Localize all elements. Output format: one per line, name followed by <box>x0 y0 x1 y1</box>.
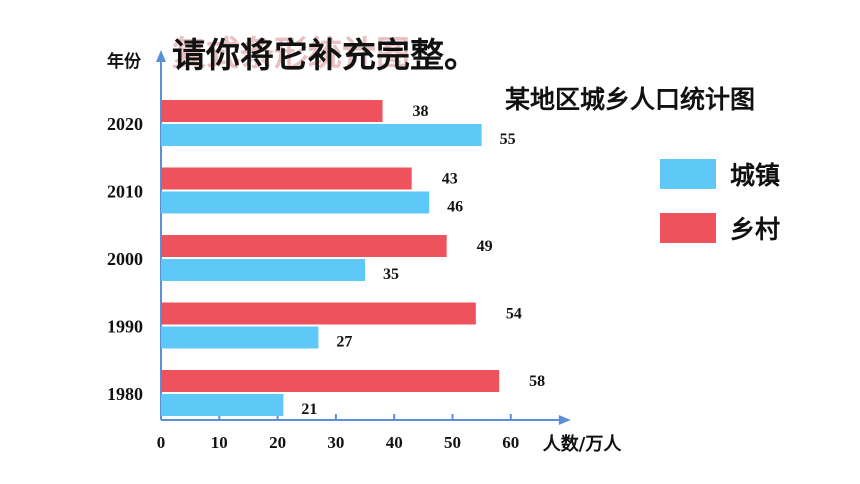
data-label-town: 27 <box>336 334 352 351</box>
x-axis-label: 人数/万人 <box>543 433 623 455</box>
data-label-rural: 43 <box>442 171 458 188</box>
data-label-town: 55 <box>500 131 516 148</box>
x-axis-arrow <box>558 415 571 425</box>
x-tick-label: 30 <box>327 433 344 452</box>
x-tick-label: 60 <box>502 433 519 452</box>
x-tick-label: 20 <box>269 433 286 452</box>
chart-title: 某地区城乡人口统计图 <box>505 85 756 114</box>
bar-town <box>161 191 430 214</box>
legend: 城镇 乡村 <box>660 158 780 266</box>
category-label: 1990 <box>107 317 143 337</box>
bar-town <box>161 259 366 281</box>
x-tick-label: 0 <box>157 433 166 452</box>
legend-swatch-rural <box>660 213 716 243</box>
data-label-town: 21 <box>301 401 317 418</box>
bar-rural <box>161 235 447 257</box>
data-label-rural: 54 <box>506 306 522 323</box>
category-label: 1980 <box>107 384 143 404</box>
data-label-town: 46 <box>447 199 463 216</box>
legend-label-rural: 乡村 <box>730 215 781 244</box>
category-label: 2000 <box>107 249 143 269</box>
bar-town <box>161 394 284 416</box>
legend-swatch-town <box>660 159 716 189</box>
category-label: 2010 <box>107 182 143 202</box>
category-label: 2020 <box>107 114 143 134</box>
legend-label-town: 城镇 <box>730 161 781 190</box>
instruction-heading: 请你将它补充完整。 <box>172 36 478 76</box>
y-axis-label: 年份 <box>107 51 142 72</box>
ghost-heading: 复式条形统计图 <box>172 34 410 74</box>
bar-town <box>161 124 482 146</box>
legend-item-rural: 乡村 <box>660 212 780 244</box>
bar-rural <box>161 370 500 392</box>
legend-item-town: 城镇 <box>660 158 780 190</box>
x-tick-label: 50 <box>444 433 461 452</box>
data-label-rural: 38 <box>413 103 429 120</box>
x-tick-label: 40 <box>386 433 403 452</box>
data-label-town: 35 <box>383 266 399 283</box>
data-label-rural: 58 <box>529 373 545 390</box>
bar-rural <box>161 100 383 122</box>
bar-rural <box>161 167 412 190</box>
x-tick-label: 10 <box>211 433 228 452</box>
data-label-rural: 49 <box>477 238 493 255</box>
bar-rural <box>161 302 476 325</box>
bar-town <box>161 326 319 349</box>
y-axis-arrow <box>156 50 166 62</box>
